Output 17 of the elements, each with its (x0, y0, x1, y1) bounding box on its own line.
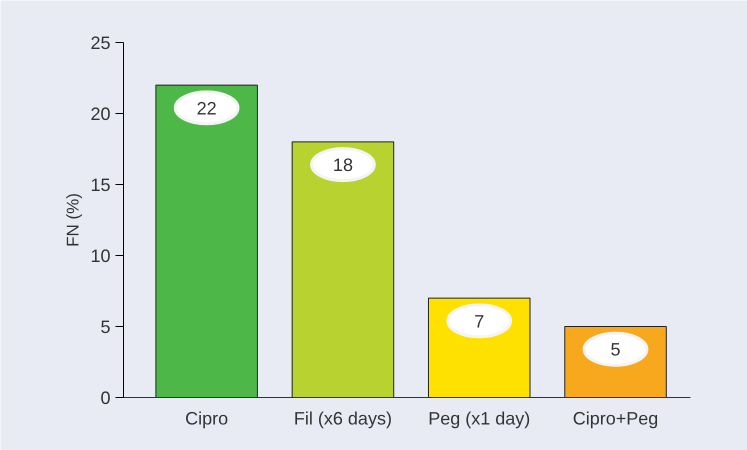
data-label: 5 (610, 340, 621, 360)
x-tick-label: Cipro+Peg (572, 408, 658, 428)
data-label: 22 (196, 98, 217, 118)
data-label: 18 (332, 155, 353, 176)
y-tick-label: 10 (90, 246, 111, 266)
y-tick-label: 15 (90, 175, 111, 195)
x-tick-label: Cipro (185, 408, 228, 428)
y-axis-title: FN (%) (63, 193, 82, 247)
x-tick-label: Peg (x1 day) (428, 408, 530, 428)
bar (292, 141, 394, 398)
data-label: 7 (474, 311, 484, 332)
y-tick-label: 25 (90, 33, 111, 53)
y-tick-label: 5 (100, 317, 111, 337)
x-tick-label: Fil (x6 days) (294, 408, 392, 428)
y-tick-label: 0 (100, 388, 111, 408)
bar (155, 84, 258, 398)
y-tick-label: 20 (90, 104, 111, 124)
